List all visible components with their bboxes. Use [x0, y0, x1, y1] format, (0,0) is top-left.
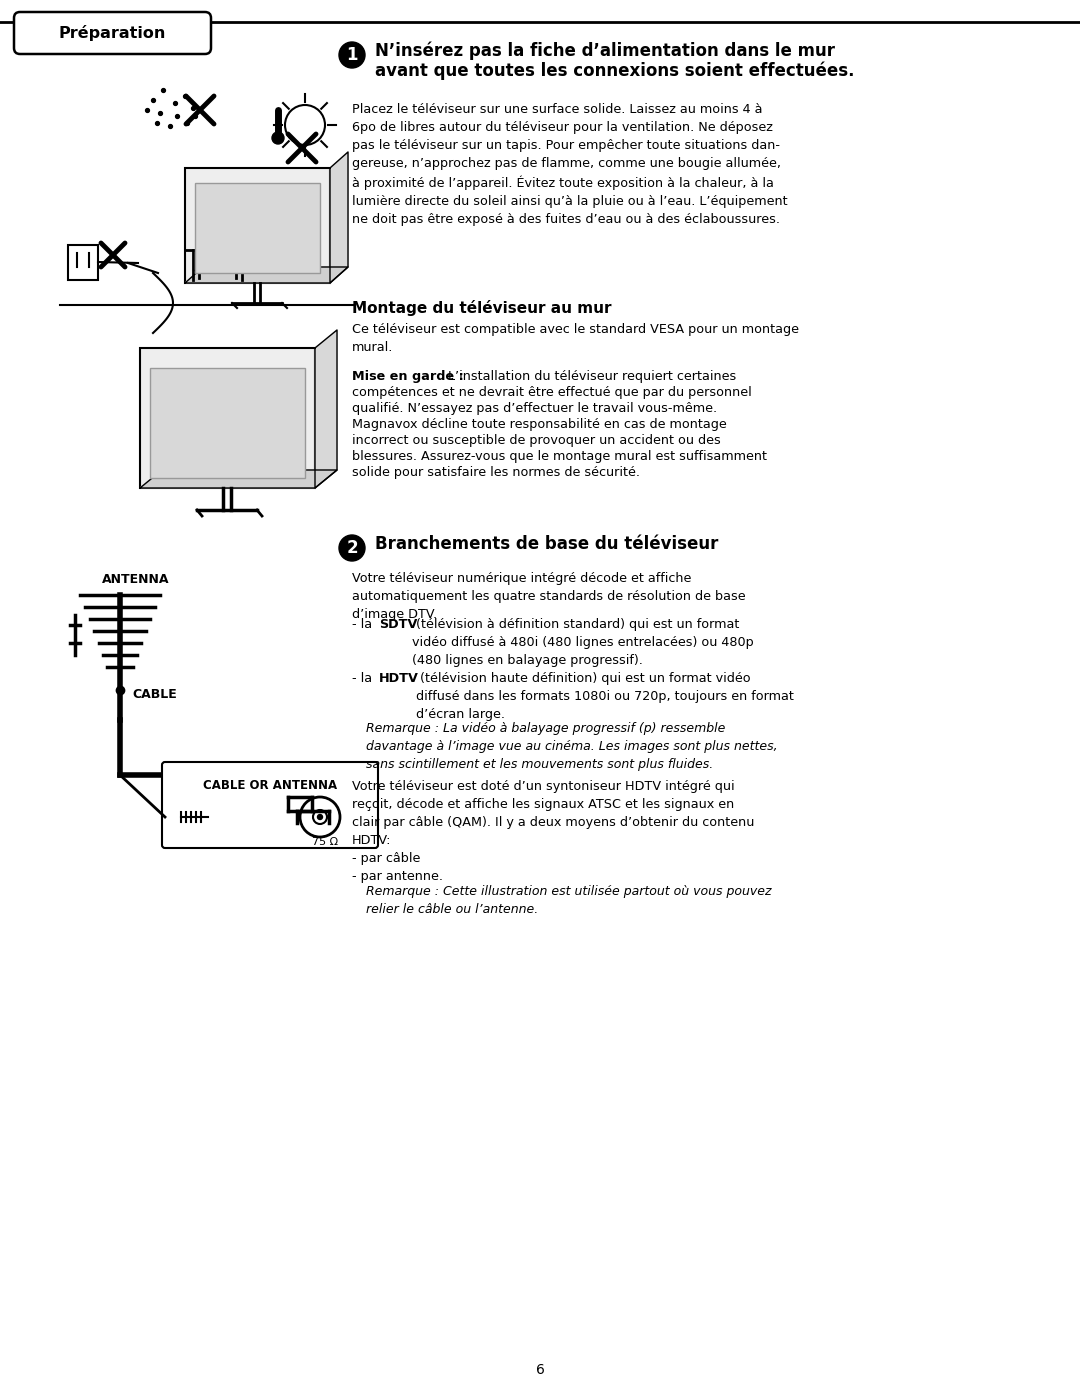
Text: Ce téléviseur est compatible avec le standard VESA pour un montage
mural.: Ce téléviseur est compatible avec le sta…: [352, 323, 799, 353]
Circle shape: [300, 798, 340, 837]
Text: incorrect ou susceptible de provoquer un accident ou des: incorrect ou susceptible de provoquer un…: [352, 434, 720, 447]
Bar: [195, 183, 320, 272]
Text: Votre téléviseur numérique intégré décode et affiche
automatiquement les quatre : Votre téléviseur numérique intégré décod…: [352, 571, 745, 622]
Text: HDTV: HDTV: [379, 672, 419, 685]
Text: 1: 1: [347, 46, 357, 64]
Text: CABLE OR ANTENNA: CABLE OR ANTENNA: [203, 780, 337, 792]
Text: avant que toutes les connexions soient effectuées.: avant que toutes les connexions soient e…: [375, 61, 854, 81]
Circle shape: [318, 814, 323, 820]
Text: (télévision à définition standard) qui est un format
vidéo diffusé à 480i (480 l: (télévision à définition standard) qui e…: [411, 617, 754, 666]
Circle shape: [313, 810, 327, 824]
Polygon shape: [315, 330, 337, 488]
Text: compétences et ne devrait être effectué que par du personnel: compétences et ne devrait être effectué …: [352, 386, 752, 400]
Text: Placez le téléviseur sur une surface solide. Laissez au moins 4 à
6po de libres : Placez le téléviseur sur une surface sol…: [352, 103, 787, 226]
Circle shape: [339, 42, 365, 68]
Bar: [140, 348, 315, 488]
Text: 75 Ω: 75 Ω: [312, 837, 338, 847]
Polygon shape: [140, 469, 337, 488]
Text: 2: 2: [347, 539, 357, 557]
Text: - la: - la: [352, 617, 376, 631]
Text: ANTENNA: ANTENNA: [102, 573, 170, 585]
Text: SDTV: SDTV: [379, 617, 417, 631]
Text: Montage du téléviseur au mur: Montage du téléviseur au mur: [352, 300, 611, 316]
Circle shape: [285, 105, 325, 145]
Text: Magnavox décline toute responsabilité en cas de montage: Magnavox décline toute responsabilité en…: [352, 418, 727, 432]
Text: solide pour satisfaire les normes de sécurité.: solide pour satisfaire les normes de séc…: [352, 467, 640, 479]
Text: Remarque : Cette illustration est utilisée partout où vous pouvez
relier le câbl: Remarque : Cette illustration est utilis…: [366, 886, 771, 916]
Text: CABLE: CABLE: [132, 687, 177, 700]
Text: Votre téléviseur est doté d’un syntoniseur HDTV intégré qui
reçoit, décode et af: Votre téléviseur est doté d’un syntonise…: [352, 780, 754, 883]
Text: N’insérez pas la fiche d’alimentation dans le mur: N’insérez pas la fiche d’alimentation da…: [375, 42, 835, 60]
Text: Remarque : La vidéo à balayage progressif (p) ressemble
davantage à l’image vue : Remarque : La vidéo à balayage progressi…: [366, 722, 778, 771]
Circle shape: [272, 131, 284, 144]
Bar: [185, 168, 330, 284]
Polygon shape: [330, 152, 348, 284]
Text: Mise en garde :: Mise en garde :: [352, 370, 463, 383]
Text: Préparation: Préparation: [58, 25, 165, 41]
Bar: [150, 367, 305, 478]
Text: qualifié. N’essayez pas d’effectuer le travail vous-même.: qualifié. N’essayez pas d’effectuer le t…: [352, 402, 717, 415]
Bar: [68, 244, 98, 279]
Polygon shape: [185, 267, 348, 284]
FancyBboxPatch shape: [14, 13, 211, 54]
FancyBboxPatch shape: [162, 761, 378, 848]
Text: L’installation du téléviseur requiert certaines: L’installation du téléviseur requiert ce…: [352, 370, 737, 383]
Text: (télévision haute définition) qui est un format vidéo
diffusé dans les formats 1: (télévision haute définition) qui est un…: [416, 672, 794, 721]
Text: Branchements de base du téléviseur: Branchements de base du téléviseur: [375, 535, 718, 553]
Circle shape: [339, 535, 365, 562]
Text: blessures. Assurez-vous que le montage mural est suffisamment: blessures. Assurez-vous que le montage m…: [352, 450, 767, 462]
Text: - la: - la: [352, 672, 376, 685]
Text: 6: 6: [536, 1363, 544, 1377]
